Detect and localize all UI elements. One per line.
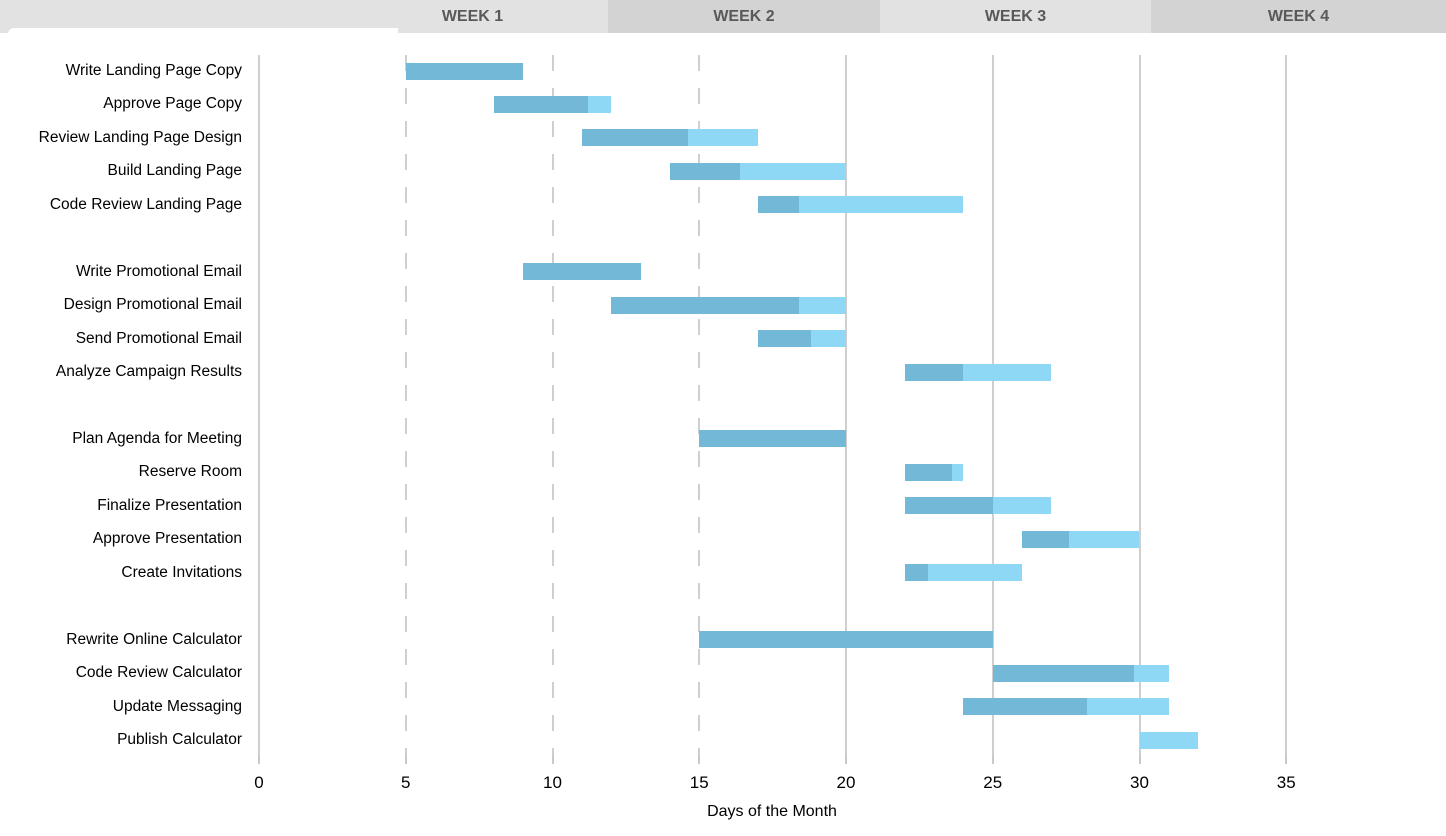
gridline-day-30 [1138, 55, 1141, 756]
bar-complete-segment [1022, 530, 1070, 548]
task-label: Build Landing Page [107, 162, 242, 180]
task-label: Analyze Campaign Results [55, 363, 242, 381]
gridline-day-25 [991, 55, 994, 756]
bar-complete-segment [523, 263, 641, 281]
bar-complete-segment [904, 564, 929, 582]
task-label: Plan Agenda for Meeting [72, 429, 242, 447]
bar-remaining-segment [1086, 698, 1169, 716]
bar-remaining-segment [799, 196, 964, 214]
week-1-header: WEEK 1 [337, 0, 608, 33]
task-label: Write Promotional Email [76, 262, 242, 280]
x-tick-label: 0 [254, 773, 264, 792]
x-tick-label: 15 [689, 773, 709, 792]
axis-tickmark-20 [845, 756, 847, 764]
axis-tickmark-30 [1138, 756, 1141, 764]
task-label: Finalize Presentation [97, 496, 242, 514]
bar-remaining-segment [951, 463, 964, 481]
task-label: Publish Calculator [117, 731, 242, 748]
bar-complete-segment [611, 296, 800, 314]
bar-complete-segment [904, 463, 952, 481]
x-tick-label: 20 [836, 773, 856, 792]
bar-remaining-segment [1139, 731, 1199, 749]
task-label: Approve Page Copy [103, 95, 242, 113]
axis-tickmark-25 [991, 756, 994, 764]
week-4-label: WEEK 4 [1267, 7, 1330, 25]
week-3-header: WEEK 3 [880, 0, 1151, 33]
bar-complete-segment [963, 698, 1087, 716]
x-tick-label: 25 [983, 773, 1003, 792]
bar-remaining-segment [687, 129, 758, 147]
axis-tickmark-35 [1285, 756, 1288, 764]
week-2-label: WEEK 2 [713, 7, 775, 25]
task-label: Reserve Room [138, 463, 242, 481]
gridline-day-20 [845, 55, 847, 756]
bar-remaining-segment [740, 162, 846, 180]
bar-remaining-segment [587, 95, 612, 113]
week-4-header: WEEK 4 [1151, 0, 1446, 33]
bar-remaining-segment [1069, 530, 1140, 548]
bar-remaining-segment [1133, 664, 1169, 682]
bar-remaining-segment [963, 363, 1052, 381]
axis-tickmark-5 [404, 756, 407, 764]
bar-complete-segment [904, 363, 964, 381]
bar-complete-segment [992, 664, 1134, 682]
task-label: Review Landing Page Design [38, 128, 242, 146]
bar-complete-segment [699, 631, 993, 649]
bar-complete-segment [669, 162, 741, 180]
gridline-day-5 [404, 55, 407, 756]
task-label: Code Review Calculator [75, 664, 242, 682]
bar-complete-segment [405, 62, 524, 80]
x-tick-label: 30 [1130, 773, 1149, 792]
plot-card-rounded-corner [8, 28, 398, 34]
x-tick-label: 10 [543, 773, 562, 792]
bar-remaining-segment [810, 330, 846, 348]
week-2-header: WEEK 2 [608, 0, 880, 33]
x-tick-label: 35 [1276, 773, 1296, 792]
week-header-band: WEEK 1 WEEK 2 WEEK 3 WEEK 4 [0, 0, 1446, 33]
bar-remaining-segment [928, 564, 1023, 582]
gridline-day-15 [698, 55, 701, 756]
axis-tickmark-0 [258, 756, 260, 764]
task-label: Code Review Landing Page [49, 195, 242, 213]
task-label: Rewrite Online Calculator [66, 630, 242, 648]
bar-remaining-segment [992, 497, 1052, 515]
task-label: Send Promotional Email [75, 329, 242, 347]
task-label: Write Landing Page Copy [65, 62, 242, 79]
week-1-label: WEEK 1 [441, 7, 504, 25]
axis-tickmark-15 [698, 756, 701, 764]
task-label: Approve Presentation [92, 530, 242, 548]
task-label: Update Messaging [112, 697, 242, 715]
week-band-blank-segment [0, 0, 337, 33]
task-label: Create Invitations [121, 563, 242, 581]
gridline-day-0 [258, 55, 260, 756]
week-3-label: WEEK 3 [984, 7, 1047, 25]
gridline-day-35 [1285, 55, 1288, 756]
bar-remaining-segment [799, 296, 846, 314]
bar-complete-segment [904, 497, 993, 515]
x-axis-title: Days of the Month [707, 803, 837, 820]
bar-complete-segment [581, 129, 688, 147]
bar-complete-segment [757, 330, 811, 348]
bar-complete-segment [699, 430, 846, 448]
task-label: Design Promotional Email [63, 296, 242, 314]
bar-complete-segment [757, 196, 800, 214]
gridline-day-10 [551, 55, 554, 756]
axis-tickmark-10 [551, 756, 554, 764]
bar-complete-segment [493, 95, 588, 113]
x-tick-label: 5 [401, 773, 411, 792]
